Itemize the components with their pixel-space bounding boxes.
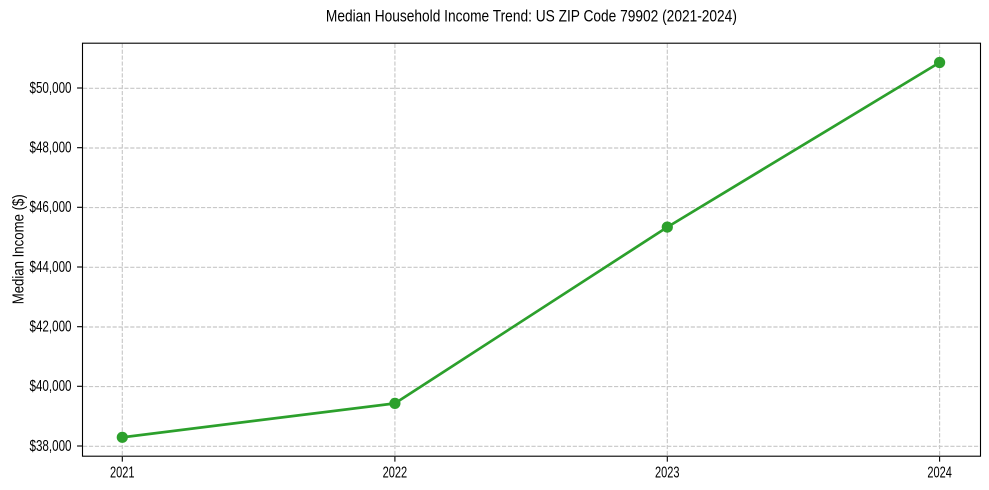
svg-text:2021: 2021	[110, 464, 135, 481]
svg-text:2023: 2023	[655, 464, 680, 481]
svg-text:$50,000: $50,000	[30, 80, 72, 97]
svg-text:$42,000: $42,000	[30, 319, 72, 336]
svg-text:$40,000: $40,000	[30, 378, 72, 395]
svg-text:2022: 2022	[383, 464, 408, 481]
svg-text:2024: 2024	[927, 464, 952, 481]
svg-text:$38,000: $38,000	[30, 438, 72, 455]
svg-text:Median Household Income Trend:: Median Household Income Trend: US ZIP Co…	[326, 7, 737, 26]
svg-text:Median Income ($): Median Income ($)	[11, 194, 28, 304]
svg-text:$44,000: $44,000	[30, 259, 72, 276]
svg-text:$46,000: $46,000	[30, 199, 72, 216]
svg-text:$48,000: $48,000	[30, 140, 72, 157]
